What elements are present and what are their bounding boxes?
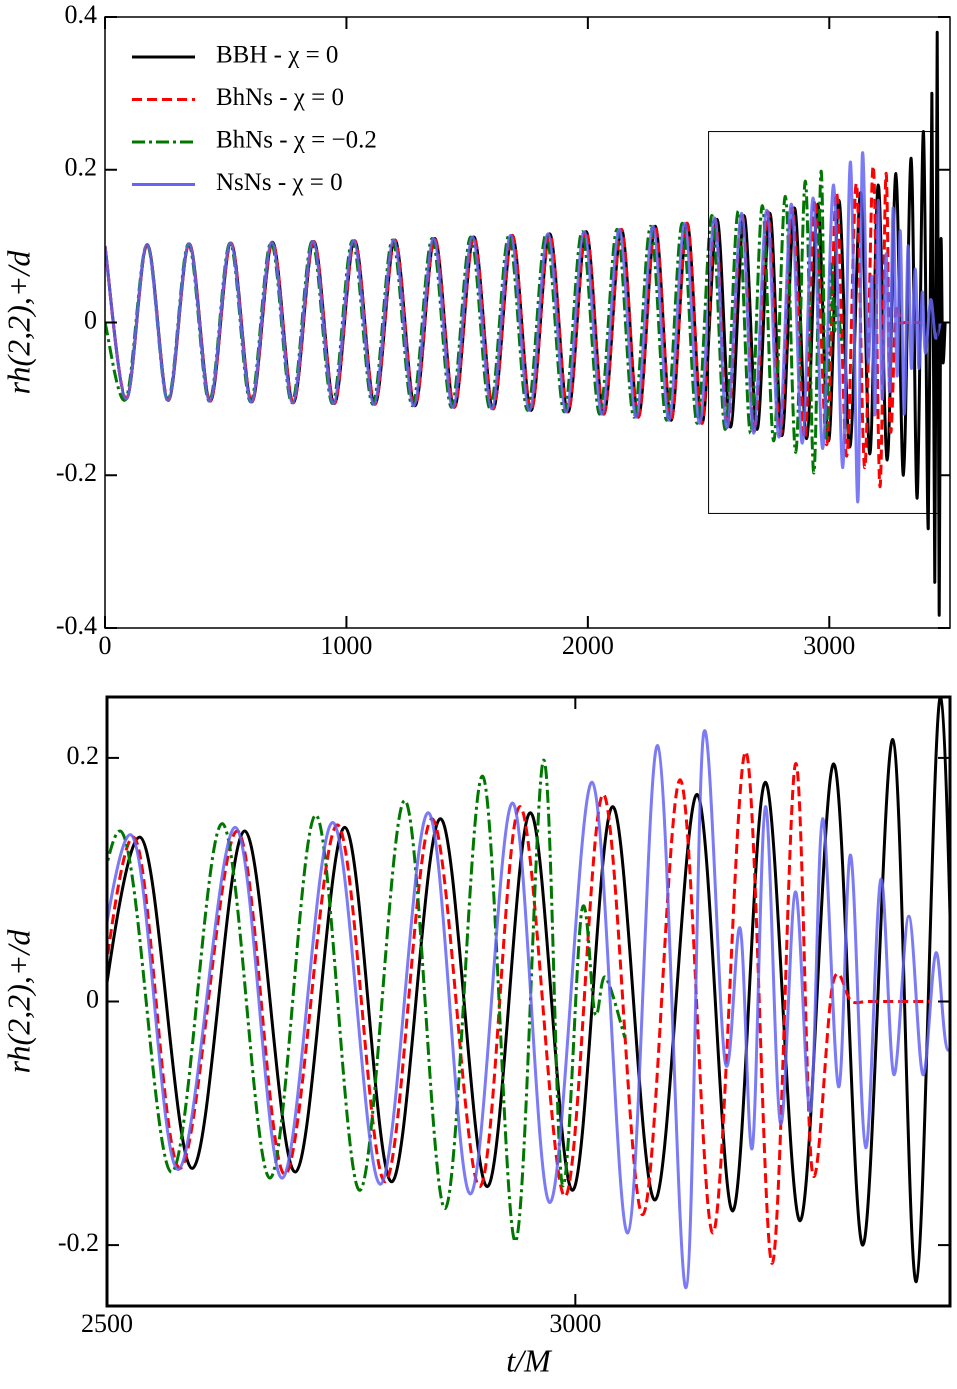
legend-label: NsNs - χ = 0: [216, 169, 343, 196]
y-axis-label: rh(2,2),+/d: [0, 929, 36, 1074]
series-line: [107, 697, 950, 1284]
y-axis-label: rh(2,2),+/d: [0, 250, 36, 395]
y-tick-label: -0.4: [56, 611, 97, 640]
x-tick-label: 2500: [81, 1309, 133, 1338]
y-tick-label: 0: [84, 305, 97, 334]
y-tick-label: 0.4: [65, 0, 98, 29]
series-line: [107, 758, 627, 1243]
x-tick-label: 3000: [803, 631, 855, 660]
series-line: [105, 169, 844, 475]
x-axis-label: t/M: [506, 1342, 553, 1378]
x-tick-label: 0: [99, 631, 112, 660]
series-line: [107, 750, 931, 1265]
y-tick-label: 0: [86, 984, 99, 1013]
legend-label: BhNs - χ = 0: [216, 84, 344, 111]
zoom-box: [708, 131, 939, 514]
y-tick-label: 0.2: [67, 741, 100, 770]
y-tick-label: -0.2: [58, 1228, 99, 1257]
series-line: [105, 151, 942, 504]
plot-frame: [105, 695, 952, 1308]
legend-label: BhNs - χ = −0.2: [216, 127, 377, 154]
y-tick-label: -0.2: [56, 458, 97, 487]
x-tick-label: 3000: [549, 1309, 601, 1338]
legend-label: BBH - χ = 0: [216, 42, 338, 69]
plot-area: [105, 30, 947, 617]
plot-area: [107, 697, 950, 1290]
y-tick-label: 0.2: [65, 153, 98, 182]
x-tick-label: 2000: [562, 631, 614, 660]
series-line: [107, 729, 950, 1290]
x-tick-label: 1000: [320, 631, 372, 660]
